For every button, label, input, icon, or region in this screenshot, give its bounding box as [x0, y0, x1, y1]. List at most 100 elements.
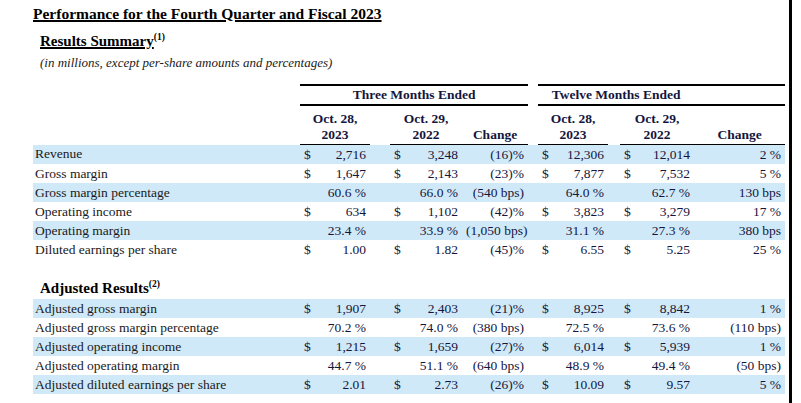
column-gap: [528, 202, 538, 221]
cell-value: (23)%: [490, 166, 524, 182]
cell-value: 64.0 %: [566, 185, 604, 201]
dollar-sign: $: [542, 242, 549, 258]
cell-value: (45)%: [490, 242, 524, 258]
dollar-sign: $: [542, 204, 549, 220]
cell-value: (50 bps): [736, 358, 781, 374]
cell-value: 10.09: [574, 377, 604, 393]
table-row: Adjusted diluted earnings per share$2.01…: [33, 375, 785, 394]
section-heading-text: Adjusted Results: [40, 280, 149, 296]
row-label: Gross margin: [35, 166, 108, 181]
col-header-tw-2022: Oct. 29,2022: [620, 105, 694, 145]
row-label: Operating income: [35, 204, 132, 219]
column-gap: [528, 183, 538, 202]
cell-value: (21)%: [490, 301, 524, 317]
footnote-marker-2: (2): [149, 279, 160, 289]
column-gap: [528, 299, 538, 318]
table-row: Diluted earnings per share$1.00$1.82(45)…: [33, 240, 785, 259]
cell-value: 5 %: [760, 377, 781, 393]
column-gap: [608, 145, 620, 165]
cell-value: 6,014: [574, 339, 604, 355]
row-label: Diluted earnings per share: [35, 242, 177, 257]
row-label: Gross margin percentage: [35, 185, 170, 200]
dollar-sign: $: [542, 339, 549, 355]
cell-value: 1.82: [434, 242, 458, 258]
cell-value: 1,659: [428, 339, 458, 355]
row-label: Adjusted operating income: [35, 339, 181, 354]
cell-value: 1,647: [336, 166, 366, 182]
group-header-three-months: Three Months Ended: [300, 85, 528, 105]
section-heading-text: Results Summary: [40, 33, 154, 49]
dollar-sign: $: [624, 204, 631, 220]
cell-value: 7,877: [574, 166, 604, 182]
adjusted-results-table: Adjusted gross margin$1,907$2,403(21)%$8…: [33, 299, 785, 394]
cell-value: 6.55: [580, 242, 604, 258]
column-gap: [608, 375, 620, 394]
cell-value: (110 bps): [730, 320, 781, 336]
footnote-marker-1: (1): [154, 32, 165, 42]
col-header-tm-2022: Oct. 29,2022: [390, 105, 462, 145]
cell-value: 1 %: [760, 301, 781, 317]
cell-value: (1,050 bps): [466, 223, 528, 239]
cell-value: 23.4 %: [328, 223, 366, 239]
dollar-sign: $: [542, 377, 549, 393]
column-gap: [370, 337, 390, 356]
column-gap: [370, 299, 390, 318]
cell-value: 12,014: [653, 147, 690, 163]
cell-value: 2 %: [760, 147, 781, 163]
column-gap: [370, 145, 390, 165]
cell-value: 72.5 %: [566, 320, 604, 336]
table-row: Gross margin$1,647$2,143(23)%$7,877$7,53…: [33, 164, 785, 183]
cell-value: 70.2 %: [328, 320, 366, 336]
table-row: Adjusted gross margin$1,907$2,403(21)%$8…: [33, 299, 785, 318]
dollar-sign: $: [624, 339, 631, 355]
dollar-sign: $: [304, 166, 311, 182]
table-row: Gross margin percentage60.6 %66.0 %(540 …: [33, 183, 785, 202]
cell-value: (640 bps): [473, 358, 524, 374]
cell-value: 62.7 %: [652, 185, 690, 201]
row-label: Adjusted gross margin percentage: [35, 320, 219, 335]
cell-value: 2.73: [434, 377, 458, 393]
column-gap: [528, 356, 538, 375]
row-label: Revenue: [35, 146, 82, 161]
dollar-sign: $: [304, 301, 311, 317]
dollar-sign: $: [394, 166, 401, 182]
column-gap: [608, 164, 620, 183]
group-header-twelve-months-cont: [694, 85, 785, 105]
cell-value: 1 %: [760, 339, 781, 355]
column-gap: [528, 164, 538, 183]
col-header-tw-2023: Oct. 28,2023: [538, 105, 608, 145]
cell-value: 51.1 %: [420, 358, 458, 374]
dollar-sign: $: [542, 166, 549, 182]
column-gap: [370, 240, 390, 259]
column-gap: [528, 240, 538, 259]
cell-value: 12,306: [567, 147, 604, 163]
page-title: Performance for the Fourth Quarter and F…: [33, 5, 801, 23]
page-right-border: [789, 0, 792, 403]
table-row: Revenue$2,716$3,248(16)%$12,306$12,0142 …: [33, 145, 785, 165]
cell-value: 3,279: [660, 204, 690, 220]
cell-value: 5.25: [666, 242, 690, 258]
dollar-sign: $: [304, 204, 311, 220]
cell-value: 634: [346, 204, 366, 220]
cell-value: 130 bps: [739, 185, 781, 201]
cell-value: 5,939: [660, 339, 690, 355]
column-gap: [370, 318, 390, 337]
cell-value: (42)%: [490, 204, 524, 220]
cell-value: 74.0 %: [420, 320, 458, 336]
cell-value: 380 bps: [739, 223, 781, 239]
cell-value: 25 %: [753, 242, 781, 258]
column-gap: [528, 318, 538, 337]
column-gap: [370, 221, 390, 240]
cell-value: 1,102: [428, 204, 458, 220]
column-gap: [608, 221, 620, 240]
table-row: Operating income$634$1,102(42)%$3,823$3,…: [33, 202, 785, 221]
cell-value: 1,215: [336, 339, 366, 355]
cell-value: 66.0 %: [420, 185, 458, 201]
col-header-tm-change: Change: [462, 105, 528, 145]
row-label: Adjusted operating margin: [35, 358, 179, 373]
cell-value: 48.9 %: [566, 358, 604, 374]
cell-value: 33.9 %: [420, 223, 458, 239]
cell-value: 2.01: [342, 377, 366, 393]
cell-value: 2,716: [336, 147, 366, 163]
cell-value: (540 bps): [473, 185, 524, 201]
